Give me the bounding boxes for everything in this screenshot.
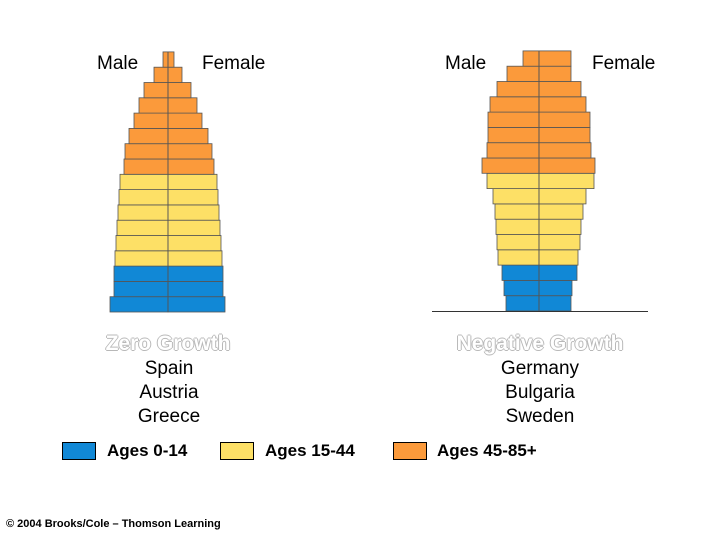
pyramid-2-female-bar bbox=[538, 264, 578, 281]
pyramid-2-male-bar bbox=[501, 264, 540, 281]
pyramid-2-female-bar bbox=[538, 96, 587, 113]
pyramid-2-male-label: Male bbox=[445, 53, 487, 74]
pyramid-2-male-bar bbox=[506, 65, 540, 82]
pyramid-1-female-bar bbox=[167, 127, 209, 145]
pyramid-1-male-bar bbox=[117, 204, 169, 221]
pyramid-1-female-bar bbox=[167, 235, 222, 252]
pyramid-2-male-bar bbox=[495, 218, 540, 235]
pyramid-1-male-bar bbox=[113, 265, 169, 282]
pyramid-1-female-bar bbox=[167, 204, 220, 221]
pyramid-2-male-bar bbox=[487, 111, 540, 128]
pyramid-2-female-bar bbox=[538, 157, 596, 174]
pyramid-2-male-bar bbox=[505, 295, 540, 312]
pyramid-1-female-bar bbox=[167, 280, 224, 298]
pyramid-2-female-bar bbox=[538, 218, 582, 235]
pyramid-2-male-bar bbox=[497, 249, 540, 266]
pyramid-2-title: Negative Growth bbox=[456, 332, 624, 355]
pyramid-1-male-bar bbox=[119, 173, 169, 191]
pyramid-1-title: Zero Growth bbox=[105, 332, 231, 355]
copyright-notice: © 2004 Brooks/Cole – Thomson Learning bbox=[6, 518, 221, 530]
pyramid-1-female-bar bbox=[167, 173, 218, 191]
pyramid-2-female-bar bbox=[538, 279, 573, 297]
legend-swatch-middle bbox=[220, 442, 254, 460]
pyramid-1-female-bar bbox=[167, 82, 192, 99]
legend-label-young: Ages 0-14 bbox=[107, 441, 188, 460]
pyramid-2-male-bar bbox=[492, 188, 540, 205]
pyramid-1-male-bar bbox=[115, 235, 169, 252]
pyramid-2-male-bar bbox=[486, 172, 540, 190]
pyramid-1-female-bar bbox=[167, 66, 183, 83]
pyramid-2-male-bar bbox=[496, 234, 540, 251]
pyramid-2-female-bar bbox=[538, 249, 579, 266]
pyramid-1-countries: Spain Austria Greece bbox=[69, 357, 269, 429]
pyramid-2-female-bar bbox=[538, 172, 595, 190]
pyramid-1-female-bar bbox=[167, 219, 221, 236]
pyramid-2-countries: Germany Bulgaria Sweden bbox=[440, 357, 640, 429]
country-name: Germany bbox=[500, 358, 580, 379]
pyramid-2-female-bar bbox=[538, 203, 584, 220]
pyramid-1-female-bar bbox=[167, 158, 215, 175]
pyramid-1-male-bar bbox=[153, 66, 169, 83]
legend-swatch-old bbox=[393, 442, 427, 460]
pyramid-2-male-bar bbox=[496, 81, 540, 98]
pyramid-2-female-bar bbox=[538, 188, 587, 205]
pyramid-1-female-bar bbox=[167, 265, 224, 282]
pyramid-1-female-bar bbox=[167, 143, 213, 160]
pyramid-1-male-bar bbox=[124, 143, 169, 160]
pyramid-2-male-bar bbox=[481, 157, 540, 174]
pyramid-2-female-bar bbox=[538, 111, 591, 128]
pyramid-1-male-bar bbox=[143, 82, 169, 99]
legend-label-old: Ages 45-85+ bbox=[437, 441, 537, 460]
pyramid-1-male-label: Male bbox=[97, 53, 139, 74]
pyramid-1-female-bar bbox=[167, 296, 226, 313]
pyramid-2-female-bar bbox=[538, 234, 581, 251]
pyramid-2-male-bar bbox=[522, 50, 540, 67]
pyramid-1-female-bar bbox=[167, 51, 175, 68]
pyramid-1-female-bar bbox=[167, 250, 223, 267]
pyramid-1-male-bar bbox=[118, 189, 169, 206]
pyramid-1-male-bar bbox=[162, 51, 169, 68]
pyramid-2-male-bar bbox=[486, 142, 540, 159]
pyramid-1-male-bar bbox=[133, 112, 169, 129]
country-name: Greece bbox=[137, 406, 201, 427]
pyramid-2-male-bar bbox=[494, 203, 540, 220]
country-name: Sweden bbox=[505, 406, 575, 427]
pyramid-2-male-bar bbox=[489, 96, 540, 113]
pyramid-1-male-bar bbox=[128, 127, 169, 145]
pyramid-2-male-bar bbox=[503, 279, 540, 297]
pyramid-1-female-bar bbox=[167, 112, 203, 129]
pyramid-2-female-bar bbox=[538, 50, 572, 67]
pyramid-1-male-bar bbox=[113, 280, 169, 298]
legend-swatch-young bbox=[62, 442, 96, 460]
pyramid-2-female-bar bbox=[538, 65, 572, 82]
pyramid-1-female-label: Female bbox=[202, 53, 266, 74]
pyramid-2-female-bar bbox=[538, 81, 582, 98]
country-name: Austria bbox=[139, 382, 199, 403]
pyramid-1-male-bar bbox=[109, 296, 169, 313]
pyramid-1-male-bar bbox=[123, 158, 169, 175]
pyramid-2-female-bar bbox=[538, 142, 592, 159]
country-name: Bulgaria bbox=[505, 382, 575, 403]
pyramid-1-male-bar bbox=[138, 97, 169, 114]
pyramid-1-male-bar bbox=[116, 219, 169, 236]
legend-label-middle: Ages 15-44 bbox=[265, 441, 355, 460]
pyramid-2-female-bar bbox=[538, 295, 572, 312]
pyramid-2-female-label: Female bbox=[592, 53, 656, 74]
pyramid-1-female-bar bbox=[167, 97, 198, 114]
pyramid-2-female-bar bbox=[538, 127, 591, 144]
pyramid-1-male-bar bbox=[114, 250, 169, 267]
country-name: Spain bbox=[144, 358, 194, 379]
pyramid-1-female-bar bbox=[167, 189, 219, 206]
pyramid-2-male-bar bbox=[487, 127, 540, 144]
